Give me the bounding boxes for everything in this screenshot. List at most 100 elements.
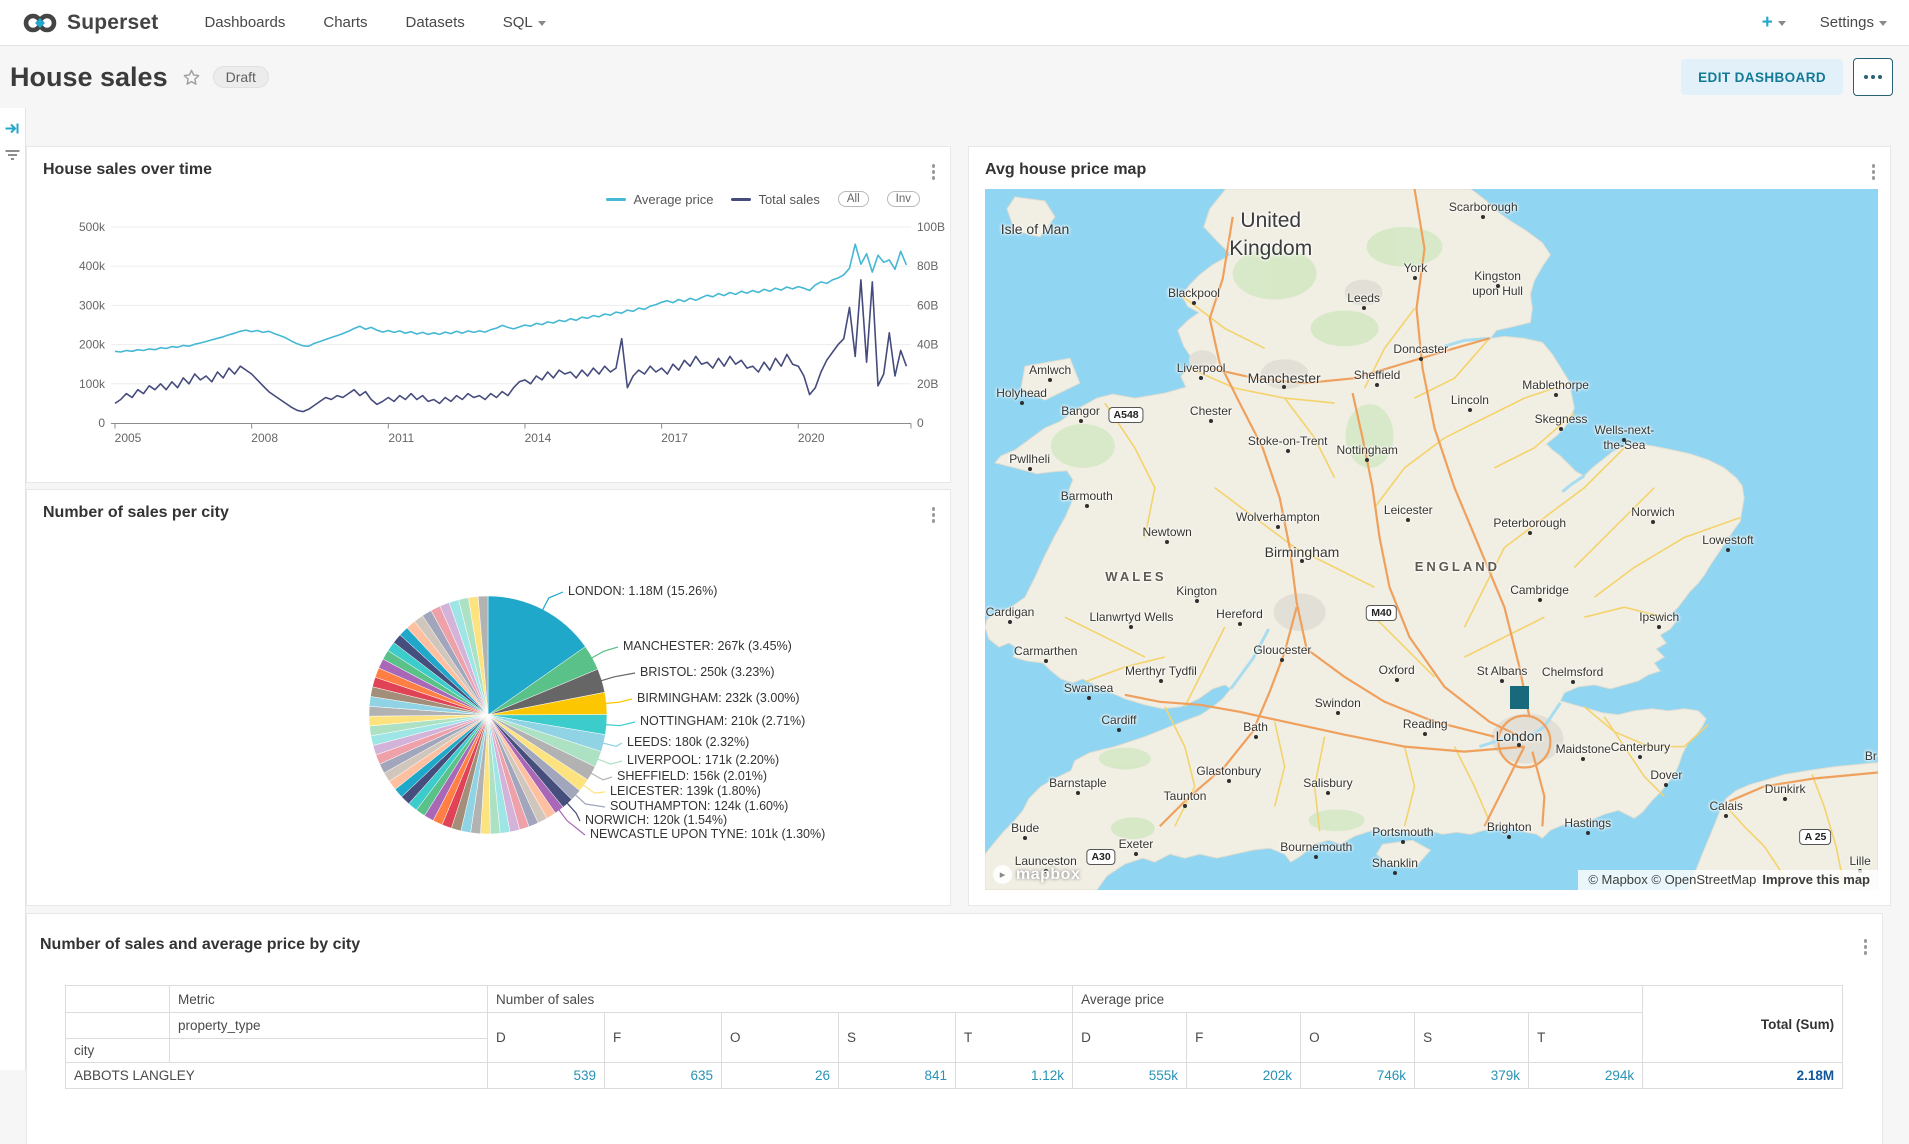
map-city-dot: [1664, 783, 1669, 788]
filter-bar-collapsed: [0, 108, 26, 1070]
map-city-dot: [1783, 797, 1788, 802]
map-city-dot: [1570, 679, 1575, 684]
chart-kebab-menu[interactable]: [1869, 161, 1879, 183]
filter-funnel-icon[interactable]: [5, 148, 20, 168]
legend-all-button[interactable]: All: [837, 191, 869, 207]
map-city-dot: [1158, 678, 1163, 683]
chart-kebab-menu[interactable]: [1861, 936, 1871, 958]
map-city-dot: [1558, 426, 1563, 431]
favorite-star-icon[interactable]: [182, 68, 201, 87]
more-options-button[interactable]: [1853, 58, 1893, 96]
chevron-down-icon: [1777, 21, 1786, 26]
map-city-dot: [1400, 839, 1405, 844]
pie-slice[interactable]: [477, 595, 489, 716]
map-city-dot: [1043, 658, 1048, 663]
empty-cell: [65, 985, 170, 1013]
chart-title: Number of sales and average price by cit…: [40, 936, 361, 953]
map-city-dot: [1043, 869, 1048, 874]
edit-dashboard-button[interactable]: EDIT DASHBOARD: [1681, 59, 1843, 95]
chart-legend: Average price Total sales All Inv: [606, 191, 920, 207]
svg-text:2020: 2020: [798, 431, 825, 445]
property-type-col-header: S: [838, 1012, 956, 1063]
new-item-button[interactable]: +: [1762, 12, 1786, 34]
property-type-col-header: T: [1528, 1012, 1644, 1063]
map-city-dot: [1285, 448, 1290, 453]
pivot-table: Metric Number of sales Average price Tot…: [65, 985, 1844, 1089]
chart-panel-sales-per-city: Number of sales per city LONDON: 1.18M (…: [27, 490, 950, 905]
pie-chart-canvas[interactable]: [27, 490, 950, 905]
map-city-dot: [1507, 834, 1512, 839]
legend-average-price[interactable]: Average price: [606, 192, 713, 207]
nav-dashboards[interactable]: Dashboards: [204, 14, 286, 31]
empty-cell: [65, 1012, 170, 1039]
mapbox-logo[interactable]: ▸ mapbox: [993, 865, 1080, 884]
chart-panel-pivot-table: Number of sales and average price by cit…: [27, 914, 1882, 1144]
map-city-dot: [1537, 597, 1542, 602]
nav-datasets[interactable]: Datasets: [405, 14, 465, 31]
map-city-dot: [1078, 418, 1083, 423]
property-type-col-header: O: [1300, 1012, 1416, 1063]
expand-filter-bar-icon[interactable]: [4, 120, 21, 142]
legend-swatch: [606, 197, 627, 201]
chart-kebab-menu[interactable]: [929, 161, 939, 183]
map-city-dot: [1280, 658, 1285, 663]
legend-swatch: [731, 197, 752, 201]
brand-name: Superset: [67, 10, 159, 34]
map-city-dot: [1023, 835, 1028, 840]
table-cell-value: 26: [721, 1062, 839, 1089]
property-type-col-header: D: [1072, 1012, 1188, 1063]
map-city-dot: [1048, 377, 1053, 382]
map-city-dot: [1325, 790, 1330, 795]
land-france: [1687, 762, 1878, 890]
map-city-dot: [1585, 830, 1590, 835]
row-header-city: ABBOTS LANGLEY: [65, 1062, 488, 1089]
pie-slice-label: SHEFFIELD: 156k (2.01%): [617, 769, 768, 783]
legend-inv-button[interactable]: Inv: [886, 191, 920, 207]
metric-header: Metric: [169, 985, 488, 1013]
infinity-logo-icon: [22, 11, 58, 35]
table-cell-value: 746k: [1300, 1062, 1416, 1089]
table-row: ABBOTS LANGLEY 539 635 26 841 1.12k 555k 202k 74…: [65, 1062, 1844, 1089]
map-city-dot: [1467, 407, 1472, 412]
svg-text:2017: 2017: [661, 431, 688, 445]
map-city-dot: [1208, 419, 1213, 424]
empty-cell: [169, 1038, 488, 1063]
table-cell-value: 539: [487, 1062, 605, 1089]
improve-map-link[interactable]: Improve this map: [1762, 872, 1870, 887]
superset-logo[interactable]: Superset: [22, 11, 158, 35]
legend-total-sales[interactable]: Total sales: [731, 192, 820, 207]
chart-title: Number of sales per city: [43, 504, 229, 521]
map-city-dot: [1423, 731, 1428, 736]
svg-text:0: 0: [98, 416, 105, 430]
map-marker-london[interactable]: [1510, 686, 1530, 709]
chevron-down-icon: [1879, 21, 1887, 26]
map-city-dot: [1019, 400, 1024, 405]
pie-slice-label: SOUTHAMPTON: 124k (1.60%): [610, 799, 789, 813]
map-canvas[interactable]: United Kingdom Isle of Man Scarborough York…: [985, 189, 1878, 890]
nav-charts[interactable]: Charts: [323, 14, 368, 31]
svg-text:80B: 80B: [917, 259, 938, 273]
map-city-dot: [1335, 710, 1340, 715]
map-city-dot: [1406, 518, 1411, 523]
map-city-dot: [1191, 300, 1196, 305]
map-city-dot: [1500, 678, 1505, 683]
svg-text:20B: 20B: [917, 377, 938, 391]
map-city-dot: [1027, 466, 1032, 471]
svg-text:40B: 40B: [917, 338, 938, 352]
svg-text:100B: 100B: [917, 220, 945, 234]
pie-slice-label: NOTTINGHAM: 210k (2.71%): [640, 714, 806, 728]
nav-sql[interactable]: SQL: [503, 14, 546, 31]
chart-title: House sales over time: [43, 161, 212, 178]
property-type-col-header: O: [721, 1012, 839, 1063]
chart-panel-house-sales-over-time: House sales over time Average price Tota…: [27, 147, 950, 482]
settings-menu[interactable]: Settings: [1820, 14, 1887, 31]
map-city-dot: [1282, 384, 1287, 389]
group-average-price: Average price: [1072, 985, 1644, 1013]
timeseries-chart-canvas[interactable]: 0 100k 200k 300k 400k 500k 0 20B 40B 60B 80B 100B 20…: [27, 202, 950, 462]
pie-slice-label: LONDON: 1.18M (15.26%): [568, 584, 718, 598]
map-city-dot: [1314, 854, 1319, 859]
map-city-dot: [1394, 677, 1399, 682]
pie-slice-label: NORWICH: 120k (1.54%): [585, 813, 728, 827]
chart-kebab-menu[interactable]: [929, 504, 939, 526]
